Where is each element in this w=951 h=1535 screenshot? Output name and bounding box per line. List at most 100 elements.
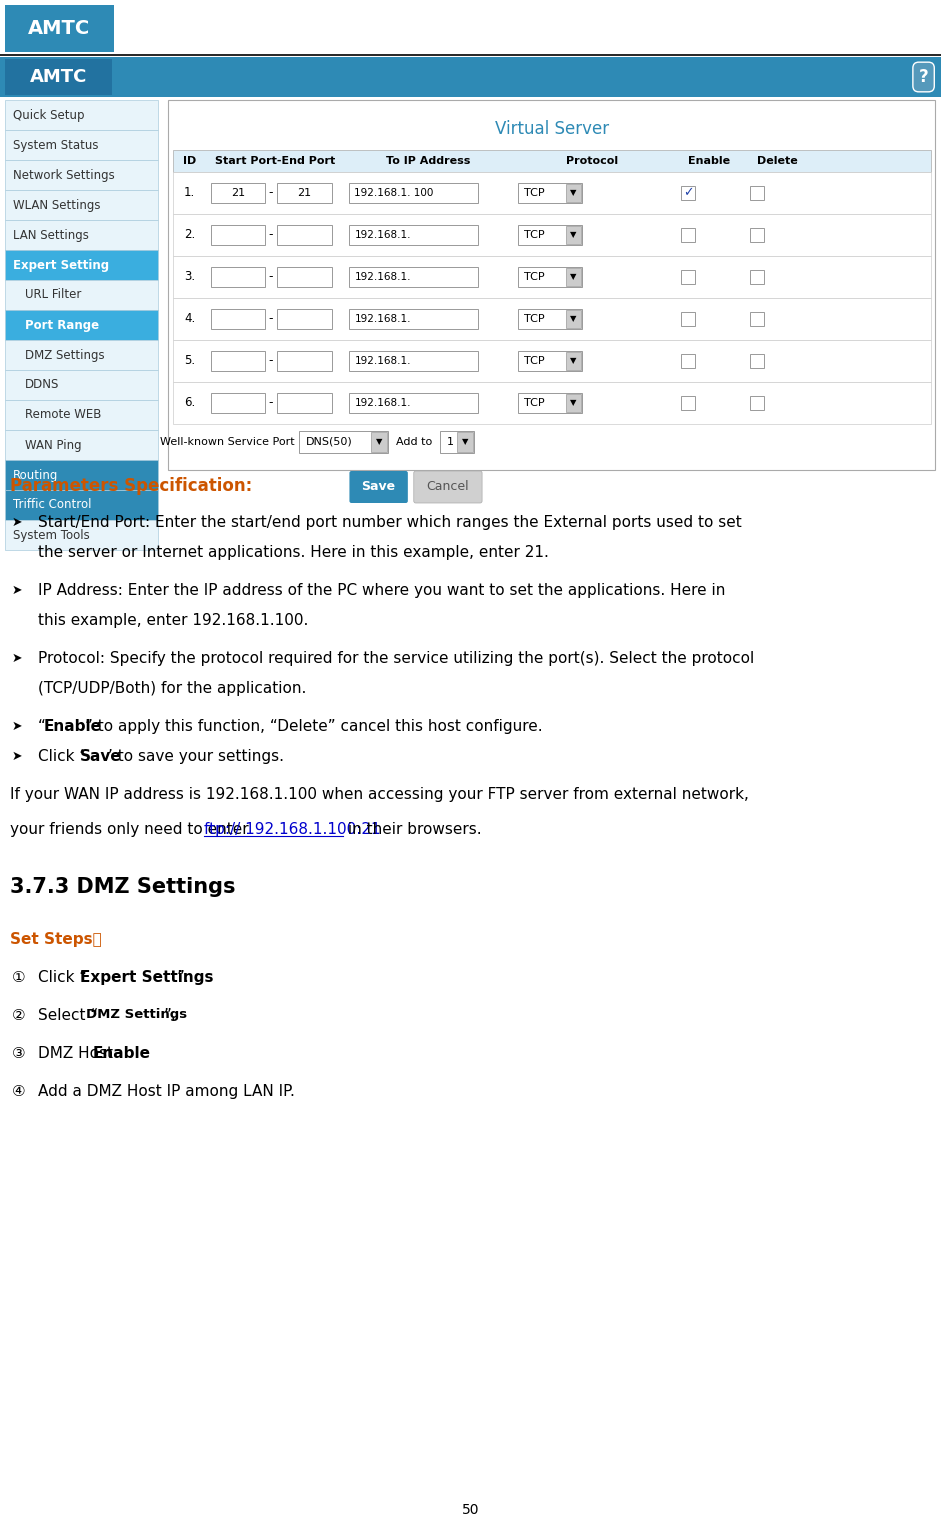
Text: Expert Settings: Expert Settings bbox=[80, 970, 214, 985]
Text: ➤: ➤ bbox=[11, 516, 23, 530]
Text: ➤: ➤ bbox=[11, 720, 23, 734]
Text: Set Steps：: Set Steps： bbox=[10, 932, 102, 947]
Text: ➤: ➤ bbox=[11, 751, 23, 763]
FancyBboxPatch shape bbox=[173, 213, 930, 256]
FancyBboxPatch shape bbox=[5, 310, 159, 339]
Text: Routing: Routing bbox=[13, 468, 58, 482]
FancyBboxPatch shape bbox=[439, 431, 475, 453]
Text: ➤: ➤ bbox=[11, 583, 23, 597]
FancyBboxPatch shape bbox=[173, 256, 930, 298]
FancyBboxPatch shape bbox=[173, 382, 930, 424]
FancyBboxPatch shape bbox=[566, 310, 581, 328]
Text: ’ to save your settings.: ’ to save your settings. bbox=[107, 749, 283, 764]
Text: Well-known Service Port: Well-known Service Port bbox=[161, 437, 295, 447]
Text: -: - bbox=[268, 229, 273, 241]
Text: the server or Internet applications. Here in this example, enter 21.: the server or Internet applications. Her… bbox=[38, 545, 549, 560]
FancyBboxPatch shape bbox=[277, 309, 332, 328]
Text: (TCP/UDP/Both) for the application.: (TCP/UDP/Both) for the application. bbox=[38, 682, 306, 695]
Text: in their browsers.: in their browsers. bbox=[343, 823, 482, 837]
FancyBboxPatch shape bbox=[517, 393, 582, 413]
Text: To IP Address: To IP Address bbox=[386, 157, 471, 166]
FancyBboxPatch shape bbox=[681, 396, 695, 410]
Text: ”.: ”. bbox=[177, 970, 189, 985]
FancyBboxPatch shape bbox=[211, 267, 265, 287]
Text: AMTC: AMTC bbox=[29, 68, 87, 86]
Text: Delete: Delete bbox=[757, 157, 798, 166]
FancyBboxPatch shape bbox=[566, 269, 581, 286]
Text: ftp:// 192.168.1.100:21: ftp:// 192.168.1.100:21 bbox=[204, 823, 380, 837]
Text: 192.168.1. 100: 192.168.1. 100 bbox=[355, 187, 434, 198]
FancyBboxPatch shape bbox=[211, 393, 265, 413]
Text: DNS(50): DNS(50) bbox=[306, 437, 353, 447]
Text: WLAN Settings: WLAN Settings bbox=[13, 198, 101, 212]
Text: Start/End Port: Enter the start/end port number which ranges the External ports : Start/End Port: Enter the start/end port… bbox=[38, 516, 742, 530]
FancyBboxPatch shape bbox=[0, 57, 941, 97]
FancyBboxPatch shape bbox=[566, 352, 581, 370]
FancyBboxPatch shape bbox=[517, 352, 582, 371]
Text: Enable: Enable bbox=[689, 157, 730, 166]
Text: System Tools: System Tools bbox=[13, 528, 89, 542]
Text: Click ‘: Click ‘ bbox=[38, 749, 84, 764]
Text: If your WAN IP address is 192.168.1.100 when accessing your FTP server from exte: If your WAN IP address is 192.168.1.100 … bbox=[10, 787, 748, 801]
Text: ▼: ▼ bbox=[571, 273, 577, 281]
FancyBboxPatch shape bbox=[211, 309, 265, 328]
Text: Remote WEB: Remote WEB bbox=[25, 408, 101, 422]
FancyBboxPatch shape bbox=[750, 355, 765, 368]
FancyBboxPatch shape bbox=[349, 471, 408, 503]
FancyBboxPatch shape bbox=[277, 352, 332, 371]
FancyBboxPatch shape bbox=[211, 183, 265, 203]
Text: WAN Ping: WAN Ping bbox=[25, 439, 82, 451]
FancyBboxPatch shape bbox=[681, 355, 695, 368]
Text: Start Port-End Port: Start Port-End Port bbox=[215, 157, 336, 166]
FancyBboxPatch shape bbox=[5, 250, 159, 279]
FancyBboxPatch shape bbox=[5, 160, 159, 190]
FancyBboxPatch shape bbox=[299, 431, 388, 453]
FancyBboxPatch shape bbox=[349, 352, 478, 371]
Text: 192.168.1.: 192.168.1. bbox=[355, 315, 411, 324]
Text: Add to: Add to bbox=[396, 437, 432, 447]
Text: ④: ④ bbox=[11, 1084, 26, 1099]
Text: 6.: 6. bbox=[184, 396, 195, 410]
Text: -: - bbox=[268, 396, 273, 410]
FancyBboxPatch shape bbox=[5, 490, 159, 520]
Text: 21: 21 bbox=[231, 187, 245, 198]
FancyBboxPatch shape bbox=[349, 267, 478, 287]
Text: -: - bbox=[268, 313, 273, 325]
FancyBboxPatch shape bbox=[349, 393, 478, 413]
Text: Select “: Select “ bbox=[38, 1008, 98, 1022]
Text: DMZ Host: DMZ Host bbox=[38, 1045, 118, 1061]
Text: ③: ③ bbox=[11, 1045, 26, 1061]
FancyBboxPatch shape bbox=[5, 190, 159, 220]
Text: DMZ Settings: DMZ Settings bbox=[25, 348, 105, 362]
Text: 192.168.1.: 192.168.1. bbox=[355, 356, 411, 365]
Text: Protocol: Specify the protocol required for the service utilizing the port(s). S: Protocol: Specify the protocol required … bbox=[38, 651, 754, 666]
Text: Triffic Control: Triffic Control bbox=[13, 499, 91, 511]
Text: System Status: System Status bbox=[13, 138, 98, 152]
Text: ▼: ▼ bbox=[462, 437, 469, 447]
Text: -: - bbox=[268, 270, 273, 284]
Text: ▼: ▼ bbox=[571, 315, 577, 324]
Text: 1.: 1. bbox=[184, 186, 195, 200]
Text: ▼: ▼ bbox=[571, 189, 577, 198]
Text: ”.: ”. bbox=[164, 1008, 176, 1022]
Text: ” to apply this function, “Delete” cancel this host configure.: ” to apply this function, “Delete” cance… bbox=[86, 718, 543, 734]
FancyBboxPatch shape bbox=[5, 339, 159, 370]
FancyBboxPatch shape bbox=[168, 100, 936, 470]
FancyBboxPatch shape bbox=[349, 226, 478, 246]
FancyBboxPatch shape bbox=[5, 460, 159, 490]
FancyBboxPatch shape bbox=[750, 312, 765, 325]
Text: this example, enter 192.168.1.100.: this example, enter 192.168.1.100. bbox=[38, 612, 308, 628]
Text: TCP: TCP bbox=[524, 315, 544, 324]
Text: ➤: ➤ bbox=[11, 652, 23, 665]
Text: Enable: Enable bbox=[44, 718, 102, 734]
FancyBboxPatch shape bbox=[5, 130, 159, 160]
FancyBboxPatch shape bbox=[681, 312, 695, 325]
FancyBboxPatch shape bbox=[681, 186, 695, 200]
Text: -: - bbox=[268, 186, 273, 200]
Text: 21: 21 bbox=[298, 187, 312, 198]
FancyBboxPatch shape bbox=[750, 229, 765, 243]
FancyBboxPatch shape bbox=[5, 279, 159, 310]
FancyBboxPatch shape bbox=[211, 226, 265, 246]
Text: Parameters Specification:: Parameters Specification: bbox=[10, 477, 252, 494]
FancyBboxPatch shape bbox=[5, 100, 159, 130]
